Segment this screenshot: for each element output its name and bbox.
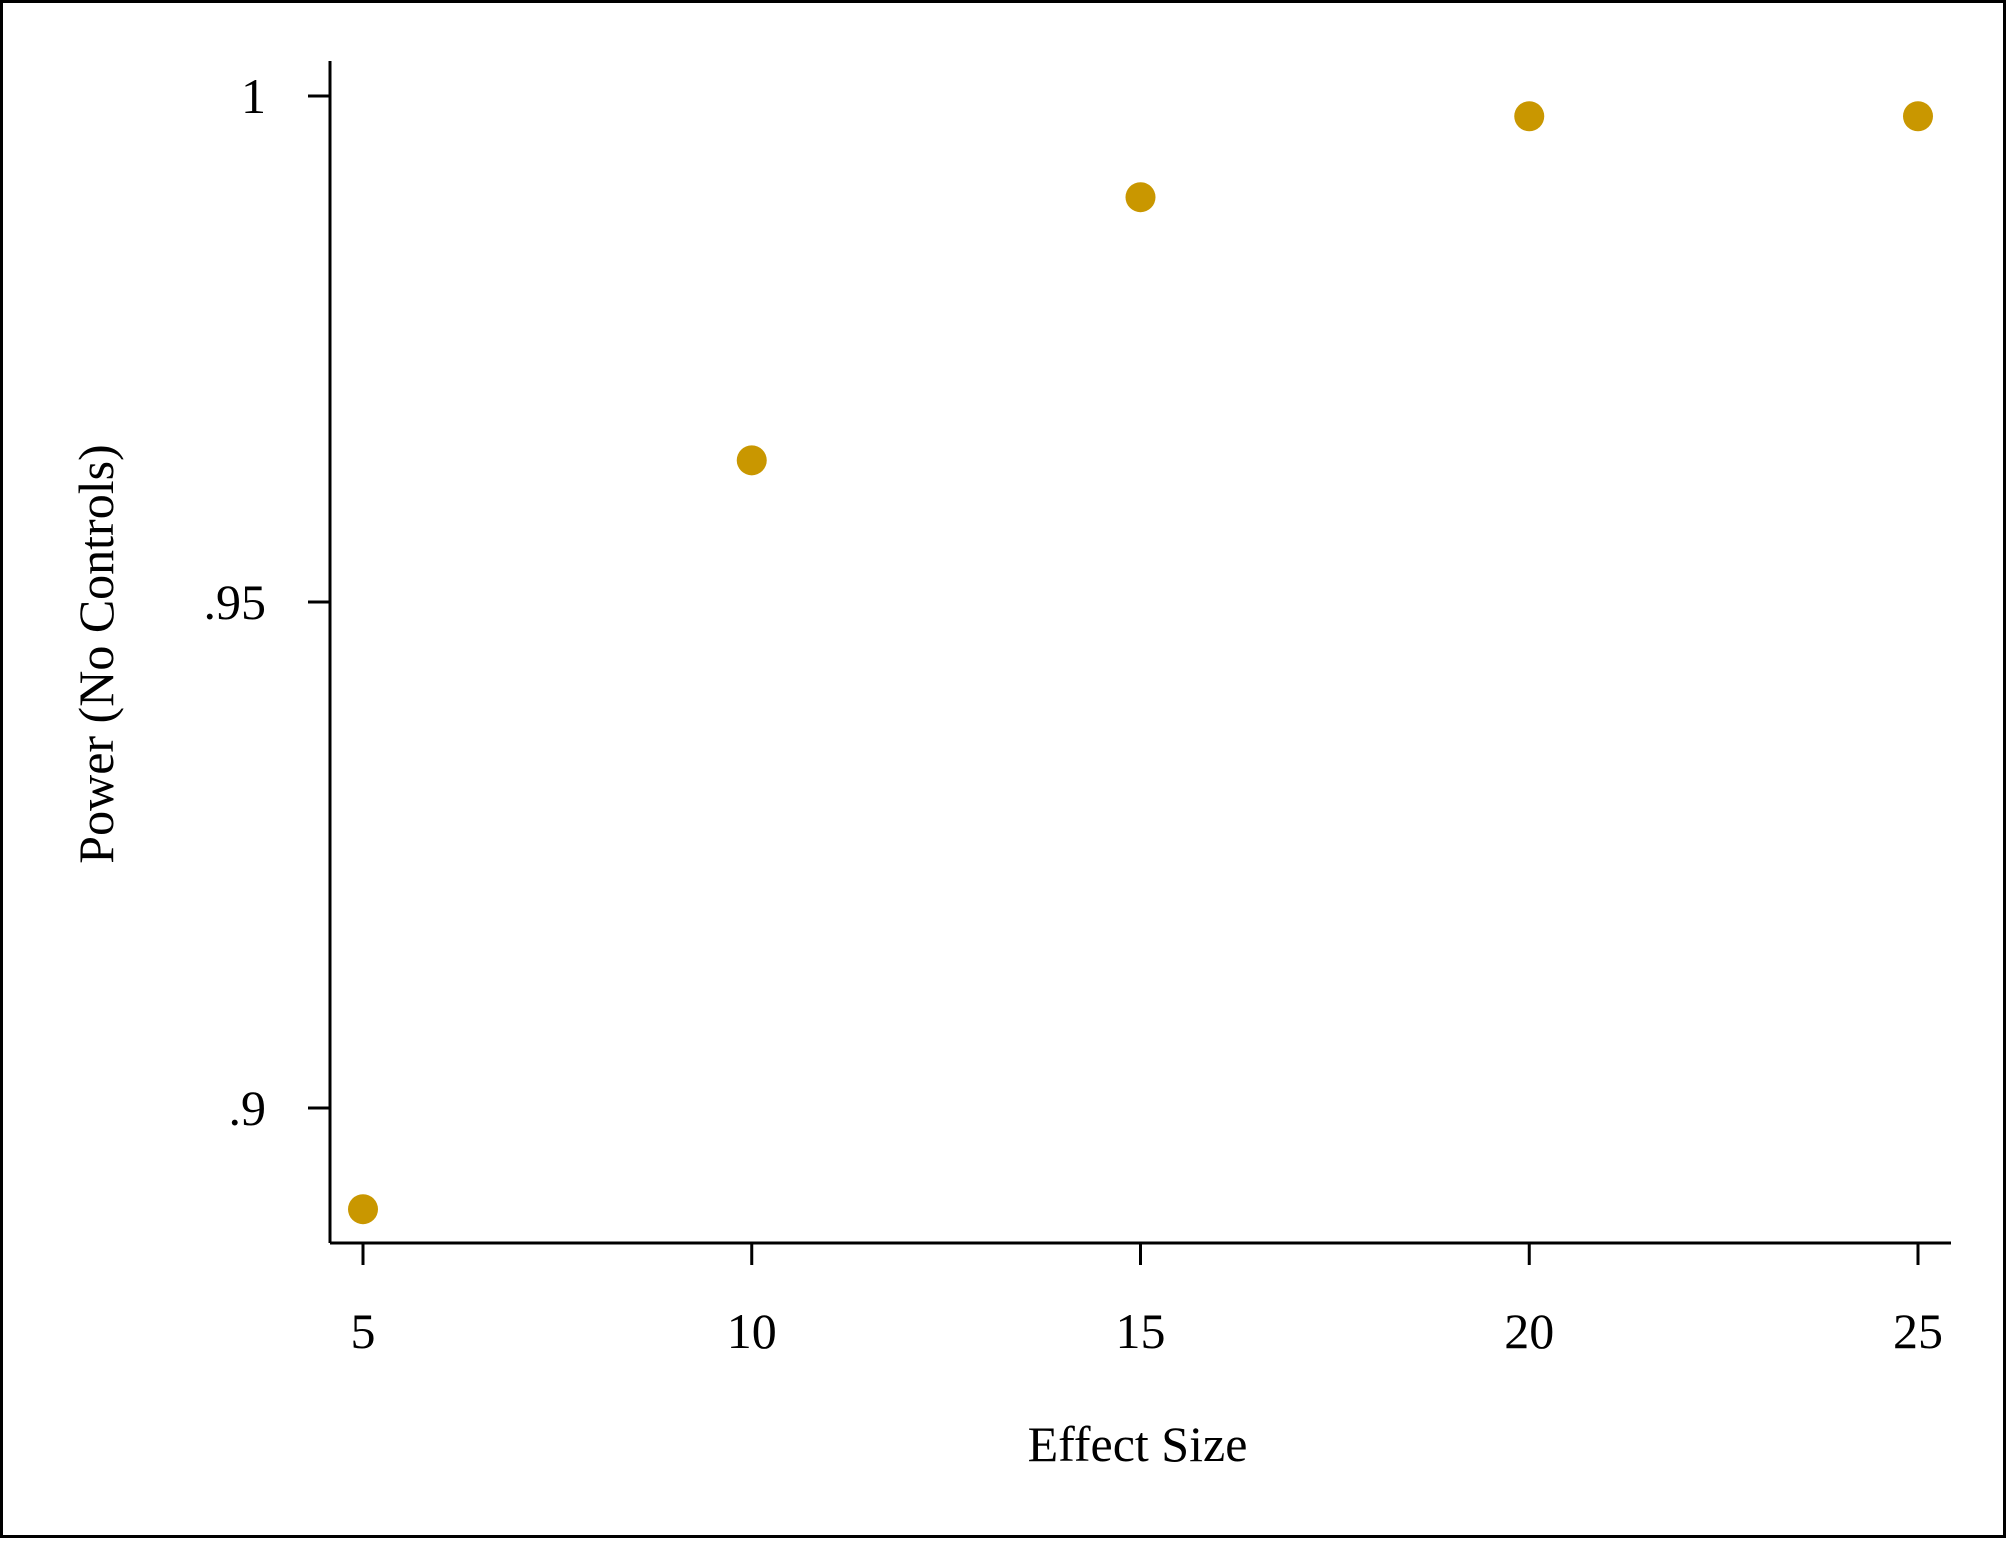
- scatter-point: [1514, 101, 1545, 132]
- x-tick-label: 20: [1504, 1303, 1554, 1359]
- y-tick-label: 1: [241, 68, 266, 124]
- x-axis-ticks: 5 10 15 20 25: [351, 1243, 1943, 1359]
- x-tick-label: 10: [727, 1303, 777, 1359]
- y-axis-ticks: .9 .95 1: [204, 68, 330, 1136]
- scatter-point: [1903, 101, 1933, 132]
- x-tick-label: 5: [351, 1303, 376, 1359]
- y-tick-label: .95: [204, 574, 267, 630]
- scatter-point: [1125, 182, 1156, 213]
- y-axis-title: Power (No Controls): [68, 444, 124, 863]
- y-tick-label: .9: [229, 1080, 267, 1136]
- x-tick-label: 25: [1893, 1303, 1943, 1359]
- scatter-point: [348, 1194, 378, 1225]
- x-tick-label: 15: [1116, 1303, 1166, 1359]
- x-axis-title: Effect Size: [1028, 1416, 1248, 1472]
- data-points: [348, 101, 1933, 1225]
- scatter-chart: .9 .95 1 5 10 15 20 25 Effect Size Power (No C…: [68, 61, 1951, 1472]
- scatter-point: [736, 445, 767, 476]
